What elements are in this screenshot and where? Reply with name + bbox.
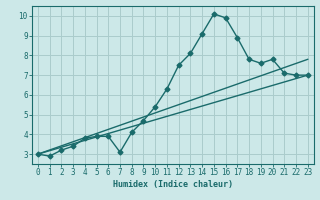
X-axis label: Humidex (Indice chaleur): Humidex (Indice chaleur): [113, 180, 233, 189]
